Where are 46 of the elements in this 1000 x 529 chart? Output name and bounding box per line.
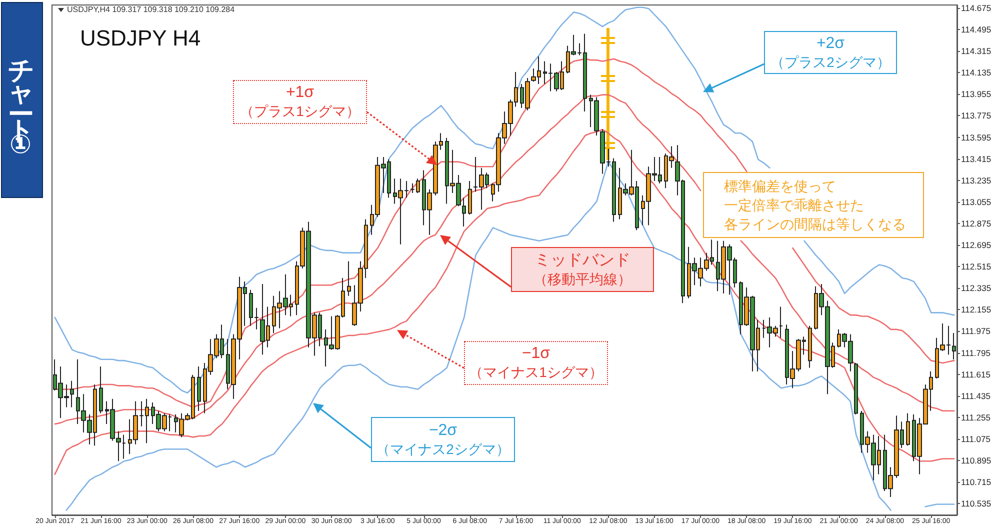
annotation: −1σ（マイナス1シグマ）	[469, 344, 603, 382]
y-tick-label: 113.775	[961, 110, 992, 121]
y-tick-label: 112.695	[961, 240, 992, 250]
y-tick-label: 110.535	[961, 498, 992, 509]
candlestick	[99, 366, 103, 414]
candlestick	[854, 362, 858, 415]
y-tick-label: 114.495	[961, 24, 992, 35]
y-tick-label: 114.315	[961, 46, 992, 56]
annotation: +2σ（プラス2シグマ）	[770, 34, 890, 72]
candlestick	[952, 332, 956, 360]
y-tick-label: 114.135	[961, 68, 992, 78]
y-tick-label: 111.075	[961, 434, 991, 444]
annotation: +1σ（プラス1シグマ）	[240, 83, 360, 121]
y-tick-label: 112.155	[961, 304, 992, 315]
candlestick	[462, 197, 466, 227]
y-tick-label: 111.615	[961, 369, 991, 380]
y-tick-label: 110.895	[961, 456, 992, 466]
annotation: 標準偏差を使って一定倍率で乖離させた各ラインの間隔は等しくなる	[724, 176, 906, 234]
annotation: −2σ（マイナス2シグマ）	[376, 420, 510, 458]
candlestick	[347, 260, 351, 296]
y-tick-label: 111.795	[961, 348, 991, 358]
text: USDJPY H4	[80, 26, 201, 50]
candlestick	[906, 412, 910, 446]
y-tick-label: 111.435	[961, 390, 991, 401]
line-series	[54, 128, 955, 475]
y-tick-label: 113.955	[961, 89, 992, 100]
candlestick	[122, 434, 126, 460]
candlestick	[779, 306, 783, 338]
text: チャート①	[1, 2, 43, 198]
y-tick-label: 114.675	[961, 2, 992, 13]
y-tick-label: 113.595	[961, 132, 992, 142]
y-tick-label: 113.235	[961, 175, 992, 186]
annotation: ミッドバンド（移動平均線）	[534, 250, 632, 288]
y-tick-label: 113.055	[961, 196, 992, 207]
y-tick-label: 113.415	[961, 154, 992, 164]
annotation: USDJPY,H4 109.317 109.318 109.210 109.284	[67, 5, 235, 14]
y-tick-label: 111.255	[961, 412, 991, 422]
y-tick-label: 112.335	[961, 283, 992, 294]
candlestick	[197, 366, 201, 412]
candlestick	[468, 180, 472, 216]
candlestick	[808, 325, 812, 368]
y-tick-label: 111.975	[961, 326, 991, 336]
y-tick-label: 110.715	[961, 477, 992, 488]
y-tick-label: 112.515	[961, 262, 992, 272]
candlestick	[70, 380, 74, 408]
y-tick-label: 112.875	[961, 218, 992, 228]
